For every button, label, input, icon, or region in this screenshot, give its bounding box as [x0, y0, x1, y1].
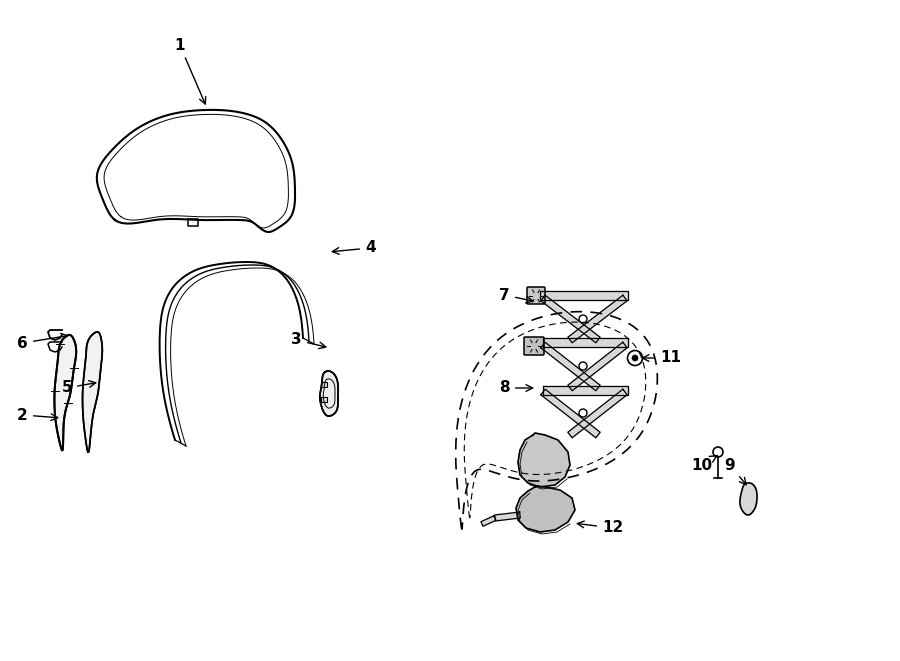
Text: 8: 8 — [500, 381, 533, 395]
Text: 9: 9 — [724, 457, 746, 485]
Text: 3: 3 — [292, 332, 326, 348]
Text: 10: 10 — [691, 455, 717, 473]
Polygon shape — [516, 486, 575, 532]
Polygon shape — [541, 342, 600, 391]
Polygon shape — [543, 338, 628, 346]
Polygon shape — [320, 371, 338, 416]
Text: 12: 12 — [577, 520, 623, 535]
Circle shape — [579, 315, 587, 323]
Polygon shape — [568, 295, 627, 343]
Text: 11: 11 — [643, 350, 681, 366]
Text: 5: 5 — [61, 381, 95, 395]
Text: 2: 2 — [17, 407, 58, 422]
Text: 7: 7 — [500, 288, 533, 303]
Polygon shape — [543, 385, 628, 395]
Text: 1: 1 — [175, 38, 206, 104]
Circle shape — [579, 409, 587, 417]
FancyBboxPatch shape — [527, 287, 545, 304]
Polygon shape — [740, 483, 757, 515]
Circle shape — [713, 447, 723, 457]
Polygon shape — [568, 389, 627, 438]
Polygon shape — [541, 389, 600, 438]
Polygon shape — [541, 295, 600, 343]
Text: 6: 6 — [17, 333, 67, 350]
Circle shape — [579, 362, 587, 370]
Polygon shape — [568, 342, 627, 391]
Polygon shape — [54, 335, 76, 450]
Text: 4: 4 — [332, 241, 375, 256]
Bar — [321, 382, 327, 387]
Polygon shape — [481, 516, 496, 526]
Polygon shape — [495, 512, 520, 521]
Circle shape — [632, 355, 638, 361]
Polygon shape — [83, 332, 103, 452]
Polygon shape — [540, 290, 628, 299]
Circle shape — [627, 350, 643, 366]
FancyBboxPatch shape — [524, 337, 544, 355]
Bar — [321, 397, 327, 402]
Polygon shape — [518, 433, 570, 487]
